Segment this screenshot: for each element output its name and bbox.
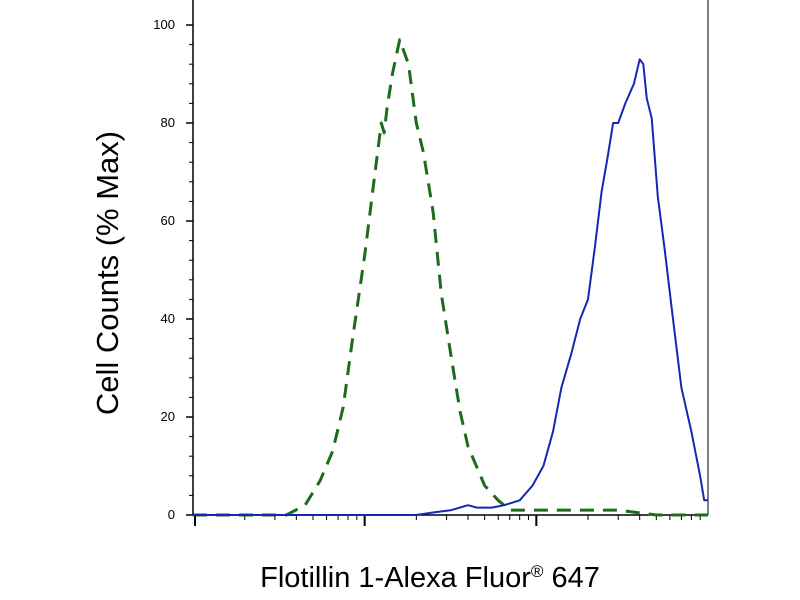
y-tick-label: 60 bbox=[161, 213, 175, 228]
control-histogram-line bbox=[193, 38, 708, 517]
y-tick-label: 0 bbox=[168, 507, 175, 522]
registered-mark: ® bbox=[530, 562, 544, 581]
x-axis-title-text: Flotillin 1-Alexa Fluor bbox=[260, 562, 531, 594]
y-tick-label: 100 bbox=[153, 17, 175, 32]
y-tick-label: 80 bbox=[161, 115, 175, 130]
x-axis-title-number: 647 bbox=[551, 562, 600, 594]
plot-frame bbox=[192, 0, 709, 516]
x-axis-ticks bbox=[194, 515, 701, 526]
x-axis-title: Flotillin 1-Alexa Fluor® 647 bbox=[0, 562, 800, 595]
flotillin-histogram-line bbox=[193, 58, 708, 516]
y-axis-ticks: 0 20 40 60 80 100 bbox=[153, 17, 193, 522]
series-layer bbox=[193, 38, 708, 517]
y-tick-label: 20 bbox=[161, 409, 175, 424]
y-tick-label: 40 bbox=[161, 311, 175, 326]
y-axis-title: Cell Counts (% Max) bbox=[90, 131, 125, 415]
